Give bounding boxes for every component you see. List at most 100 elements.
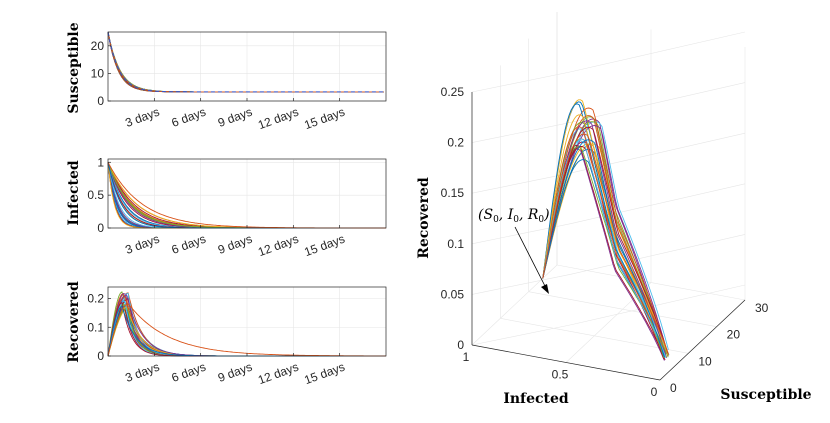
recovered-ylabel: Recovered	[66, 281, 82, 363]
y-tick-label: 0.2	[87, 292, 104, 306]
simulation-run-line	[107, 31, 384, 93]
simulation-run-line	[107, 31, 384, 93]
susceptible-ylabel: Susceptible	[66, 22, 82, 113]
simulation-run-line	[107, 31, 384, 93]
x-tick-label-3d: 0	[651, 385, 658, 399]
z-tick-label: 0	[457, 338, 464, 352]
simulation-run-line	[107, 31, 384, 93]
simulation-run-line	[107, 31, 384, 93]
grid-line-z	[569, 183, 746, 225]
y-tick-label-3d: 20	[727, 328, 741, 342]
phase-trajectory-line	[542, 133, 670, 355]
x-tick-label-3d: 1	[463, 350, 470, 364]
x-tick-label: 15 days	[302, 360, 346, 388]
x-tick-label: 3 days	[123, 105, 161, 130]
simulation-run-line	[107, 31, 384, 93]
recovered-chart: 0 0.1 0.2 3 days 6 days 9 days 12 days 15 days…	[66, 281, 387, 388]
simulation-run-line	[107, 31, 384, 93]
susceptible-y-ticks: 0 10 20	[91, 39, 111, 108]
phase-portrait-grid	[471, 12, 746, 381]
initial-condition-annotation: (S0, I0, R0)	[478, 207, 550, 294]
simulation-run-line	[107, 31, 384, 93]
infected-chart: 00.51 3 days 6 days 9 days 12 days 15 days I…	[66, 155, 387, 260]
y-tick-label: 20	[91, 39, 105, 53]
x-tick-label: 3 days	[123, 360, 161, 385]
x-tick-label: 15 days	[302, 105, 346, 133]
y-tick-label: 0.5	[87, 188, 104, 202]
recovered-y-ticks: 0 0.1 0.2	[87, 292, 111, 363]
phase-trajectory-line	[542, 107, 668, 353]
simulation-run-line	[107, 31, 384, 93]
simulation-run-line	[107, 31, 384, 93]
x-tick-label-3d: 0.5	[552, 368, 569, 382]
x-tick-label: 15 days	[302, 232, 346, 260]
simulation-run-line	[107, 31, 384, 93]
phase-trajectory-line	[542, 139, 665, 357]
simulation-run-line	[107, 31, 384, 93]
z-tick-label: 0.25	[441, 85, 465, 99]
recovered-zlabel: Recovered	[416, 177, 432, 259]
y-tick-label: 0	[97, 221, 104, 235]
simulation-run-line	[107, 31, 384, 93]
y-tick-label: 0	[97, 94, 104, 108]
x-tick-label: 6 days	[170, 105, 208, 130]
recovered-x-ticks: 3 days 6 days 9 days 12 days 15 days	[123, 353, 347, 388]
annotation-arrowhead	[541, 284, 549, 294]
phase-trajectory-line	[542, 126, 669, 354]
simulation-run-line	[107, 31, 384, 93]
simulation-run-line	[107, 31, 384, 93]
simulation-run-line	[107, 31, 384, 93]
annotation-arrow-line	[514, 226, 548, 291]
susceptible-ylabel-3d: Susceptible	[720, 387, 811, 403]
phase-portrait-series-group	[542, 99, 670, 361]
susceptible-y-ticks-3d: 0 10 20 30	[670, 301, 769, 395]
simulation-run-line	[107, 31, 384, 93]
recovered-z-ticks: 0 0.05 0.1 0.15 0.2 0.25	[441, 85, 465, 352]
simulation-run-line	[107, 31, 384, 93]
simulation-run-line	[107, 31, 384, 93]
simulation-run-line	[107, 31, 384, 93]
y-tick-label: 0	[97, 349, 104, 363]
grid-line-z	[471, 122, 571, 143]
simulation-run-line	[107, 31, 384, 93]
y-tick-label-3d: 0	[670, 381, 677, 395]
infected-y-ticks: 00.51	[87, 155, 111, 235]
x-tick-label: 6 days	[170, 232, 208, 257]
infected-axis-line	[471, 344, 661, 381]
simulation-run-line	[107, 31, 384, 93]
simulation-run-line	[107, 31, 384, 93]
simulation-run-line	[107, 31, 384, 93]
grid-line-z	[471, 274, 571, 295]
susceptible-series-group	[107, 31, 384, 93]
x-tick-label: 9 days	[216, 232, 254, 257]
simulation-run-line	[107, 31, 384, 93]
infected-xlabel: Infected	[503, 391, 569, 407]
grid-line-z	[471, 71, 571, 93]
simulation-run-line	[107, 31, 384, 93]
x-tick-label: 12 days	[256, 360, 300, 388]
phase-trajectory-line	[542, 103, 666, 358]
y-tick-label: 0.1	[87, 320, 104, 334]
annotation-label: (S0, I0, R0)	[478, 207, 550, 225]
simulation-run-line	[107, 31, 384, 93]
phase-trajectory-line	[542, 140, 667, 359]
grid-line-z	[569, 82, 746, 123]
infected-x-ticks-3d: 10.50	[463, 350, 658, 399]
y-tick-label: 10	[91, 66, 105, 80]
grid-line-z	[569, 284, 746, 326]
susceptible-axis-line	[659, 299, 746, 381]
y-tick-label: 1	[97, 155, 104, 169]
y-tick-label-3d: 30	[755, 301, 769, 315]
y-tick-label-3d: 10	[698, 354, 712, 368]
grid-line-z	[471, 172, 571, 194]
susceptible-chart: 0 10 20 3 days 6 days 9 days 12 days 15 days S…	[66, 22, 387, 133]
grid-line-z	[569, 31, 746, 73]
x-tick-label: 6 days	[170, 360, 208, 385]
x-tick-label: 12 days	[256, 232, 300, 260]
simulation-run-line	[107, 31, 384, 93]
phase-trajectory-line	[542, 126, 667, 358]
phase-trajectory-line	[542, 99, 665, 358]
z-tick-label: 0.15	[441, 186, 465, 200]
mean-dashed-line	[107, 31, 384, 93]
